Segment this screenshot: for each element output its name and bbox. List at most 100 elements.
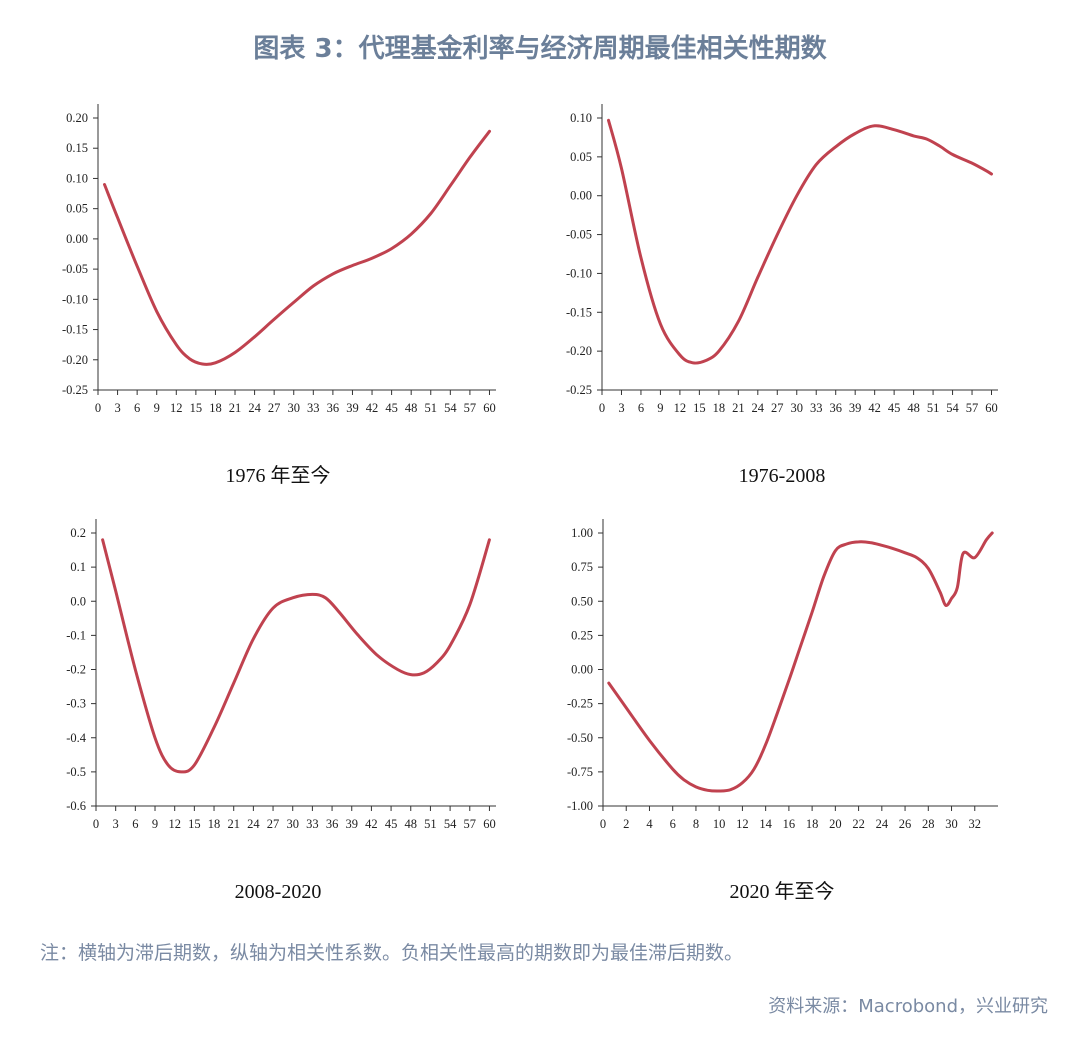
y-tick-label: 0.25 [571, 628, 593, 642]
x-tick-label: 30 [286, 817, 299, 831]
x-tick-label: 10 [713, 817, 726, 831]
x-tick-label: 6 [638, 401, 644, 415]
x-tick-label: 60 [483, 817, 496, 831]
panel-caption: 2020 年至今 [730, 880, 835, 903]
chart-title: 图表 3：代理基金利率与经济周期最佳相关性期数 [253, 34, 827, 64]
x-tick-label: 26 [899, 817, 912, 831]
footnote: 注：横轴为滞后期数，纵轴为相关性系数。负相关性最高的期数即为最佳滞后期数。 [40, 942, 744, 964]
x-tick-label: 33 [306, 817, 319, 831]
x-tick-label: 30 [945, 817, 958, 831]
panel-caption: 1976 年至今 [226, 464, 331, 487]
y-tick-label: 0.05 [570, 150, 592, 164]
x-tick-label: 0 [95, 401, 101, 415]
y-tick-label: 0.15 [66, 141, 88, 155]
x-tick-label: 0 [93, 817, 99, 831]
panel-2020-present: -1.00 -0.75 -0.50 -0.25 0.00 0.25 0.50 0.75 1.00… [567, 519, 998, 903]
source-label: 资料来源：Macrobond，兴业研究 [768, 996, 1048, 1017]
y-tick-label: 0.75 [571, 560, 593, 574]
x-tick-label: 30 [791, 401, 804, 415]
x-tick-label: 33 [810, 401, 823, 415]
x-tick-label: 14 [759, 817, 772, 831]
series-line [103, 129, 491, 366]
x-tick-label: 57 [464, 401, 477, 415]
x-tick-label: 12 [168, 817, 181, 831]
x-tick-label: 54 [444, 401, 457, 415]
x-tick-label: 45 [888, 401, 901, 415]
x-tick-label: 12 [674, 401, 687, 415]
x-tick-label: 15 [693, 401, 706, 415]
x-tick-label: 45 [385, 401, 398, 415]
x-tick-label: 51 [424, 817, 437, 831]
panel-1976-2008: -0.25-0.20-0.15-0.10-0.050.000.050.100 3 6… [566, 104, 998, 487]
x-tick-label: 57 [966, 401, 979, 415]
x-tick-label: 6 [132, 817, 138, 831]
x-tick-label: 15 [190, 401, 203, 415]
x-tick-label: 39 [849, 401, 862, 415]
x-tick-label: 42 [868, 401, 881, 415]
x-tick-label: 20 [829, 817, 842, 831]
charts-canvas: -0.25-0.20-0.15-0.10-0.050.000.050.100.1… [62, 104, 998, 903]
x-tick-label: 3 [618, 401, 624, 415]
y-tick-label: -0.15 [62, 323, 88, 337]
y-tick-label: 0.10 [66, 171, 88, 185]
x-tick-label: 0 [600, 817, 606, 831]
y-tick-label: -0.20 [566, 344, 592, 358]
x-tick-label: 27 [771, 401, 784, 415]
x-tick-label: 18 [208, 817, 221, 831]
x-tick-label: 6 [670, 817, 676, 831]
y-tick-label: 0.05 [66, 202, 88, 216]
y-tick-label: -0.05 [62, 262, 88, 276]
series-line [607, 531, 994, 793]
y-tick-label: -0.25 [62, 383, 88, 397]
y-tick-label: 0.00 [571, 663, 593, 677]
y-tick-label: 0.2 [70, 526, 86, 540]
y-tick-label: -0.50 [567, 731, 593, 745]
x-tick-label: 9 [154, 401, 160, 415]
series-line [607, 118, 993, 365]
x-tick-label: 24 [752, 401, 765, 415]
x-tick-label: 30 [287, 401, 300, 415]
panel-2008-2020: -0.6-0.5-0.4-0.3-0.2-0.10.00.10.20 3 6 9 12 1… [66, 519, 496, 903]
y-tick-label: 0.00 [570, 189, 592, 203]
x-tick-label: 36 [829, 401, 842, 415]
y-tick-label: -0.25 [567, 697, 593, 711]
series-line [101, 538, 491, 774]
x-tick-label: 2 [623, 817, 629, 831]
y-tick-label: -0.05 [566, 228, 592, 242]
y-tick-label: 0.00 [66, 232, 88, 246]
x-tick-label: 48 [405, 817, 418, 831]
x-tick-label: 22 [852, 817, 865, 831]
x-tick-label: 48 [405, 401, 418, 415]
x-tick-label: 33 [307, 401, 320, 415]
x-tick-label: 27 [267, 817, 280, 831]
y-tick-label: 1.00 [571, 526, 593, 540]
x-tick-label: 48 [907, 401, 920, 415]
x-tick-label: 36 [327, 401, 340, 415]
x-tick-label: 24 [247, 817, 260, 831]
panel-1976-present: -0.25 -0.20 -0.15 -0.10 -0.05 0.00 0.05 0.10 0.1… [62, 104, 496, 487]
y-tick-label: -0.75 [567, 765, 593, 779]
y-tick-label: 0.1 [70, 560, 86, 574]
x-tick-label: 45 [385, 817, 398, 831]
x-tick-label: 0 [599, 401, 605, 415]
x-tick-label: 60 [483, 401, 496, 415]
x-tick-label: 12 [170, 401, 183, 415]
x-tick-label: 4 [646, 817, 653, 831]
y-tick-label: -0.20 [62, 353, 88, 367]
y-tick-label: -0.15 [566, 305, 592, 319]
y-tick-label: -1.00 [567, 799, 593, 813]
panel-caption: 2008-2020 [235, 881, 322, 903]
y-tick-label: -0.4 [66, 731, 87, 745]
y-tick-label: -0.6 [66, 799, 86, 813]
x-tick-label: 60 [985, 401, 998, 415]
x-tick-label: 18 [806, 817, 819, 831]
x-tick-label: 12 [736, 817, 749, 831]
x-tick-label: 57 [464, 817, 477, 831]
x-tick-label: 39 [346, 401, 359, 415]
y-tick-label: 0.0 [70, 594, 86, 608]
x-tick-label: 21 [227, 817, 240, 831]
x-tick-label: 18 [713, 401, 726, 415]
x-tick-label: 54 [444, 817, 457, 831]
x-tick-label: 21 [732, 401, 745, 415]
x-tick-label: 9 [152, 817, 158, 831]
